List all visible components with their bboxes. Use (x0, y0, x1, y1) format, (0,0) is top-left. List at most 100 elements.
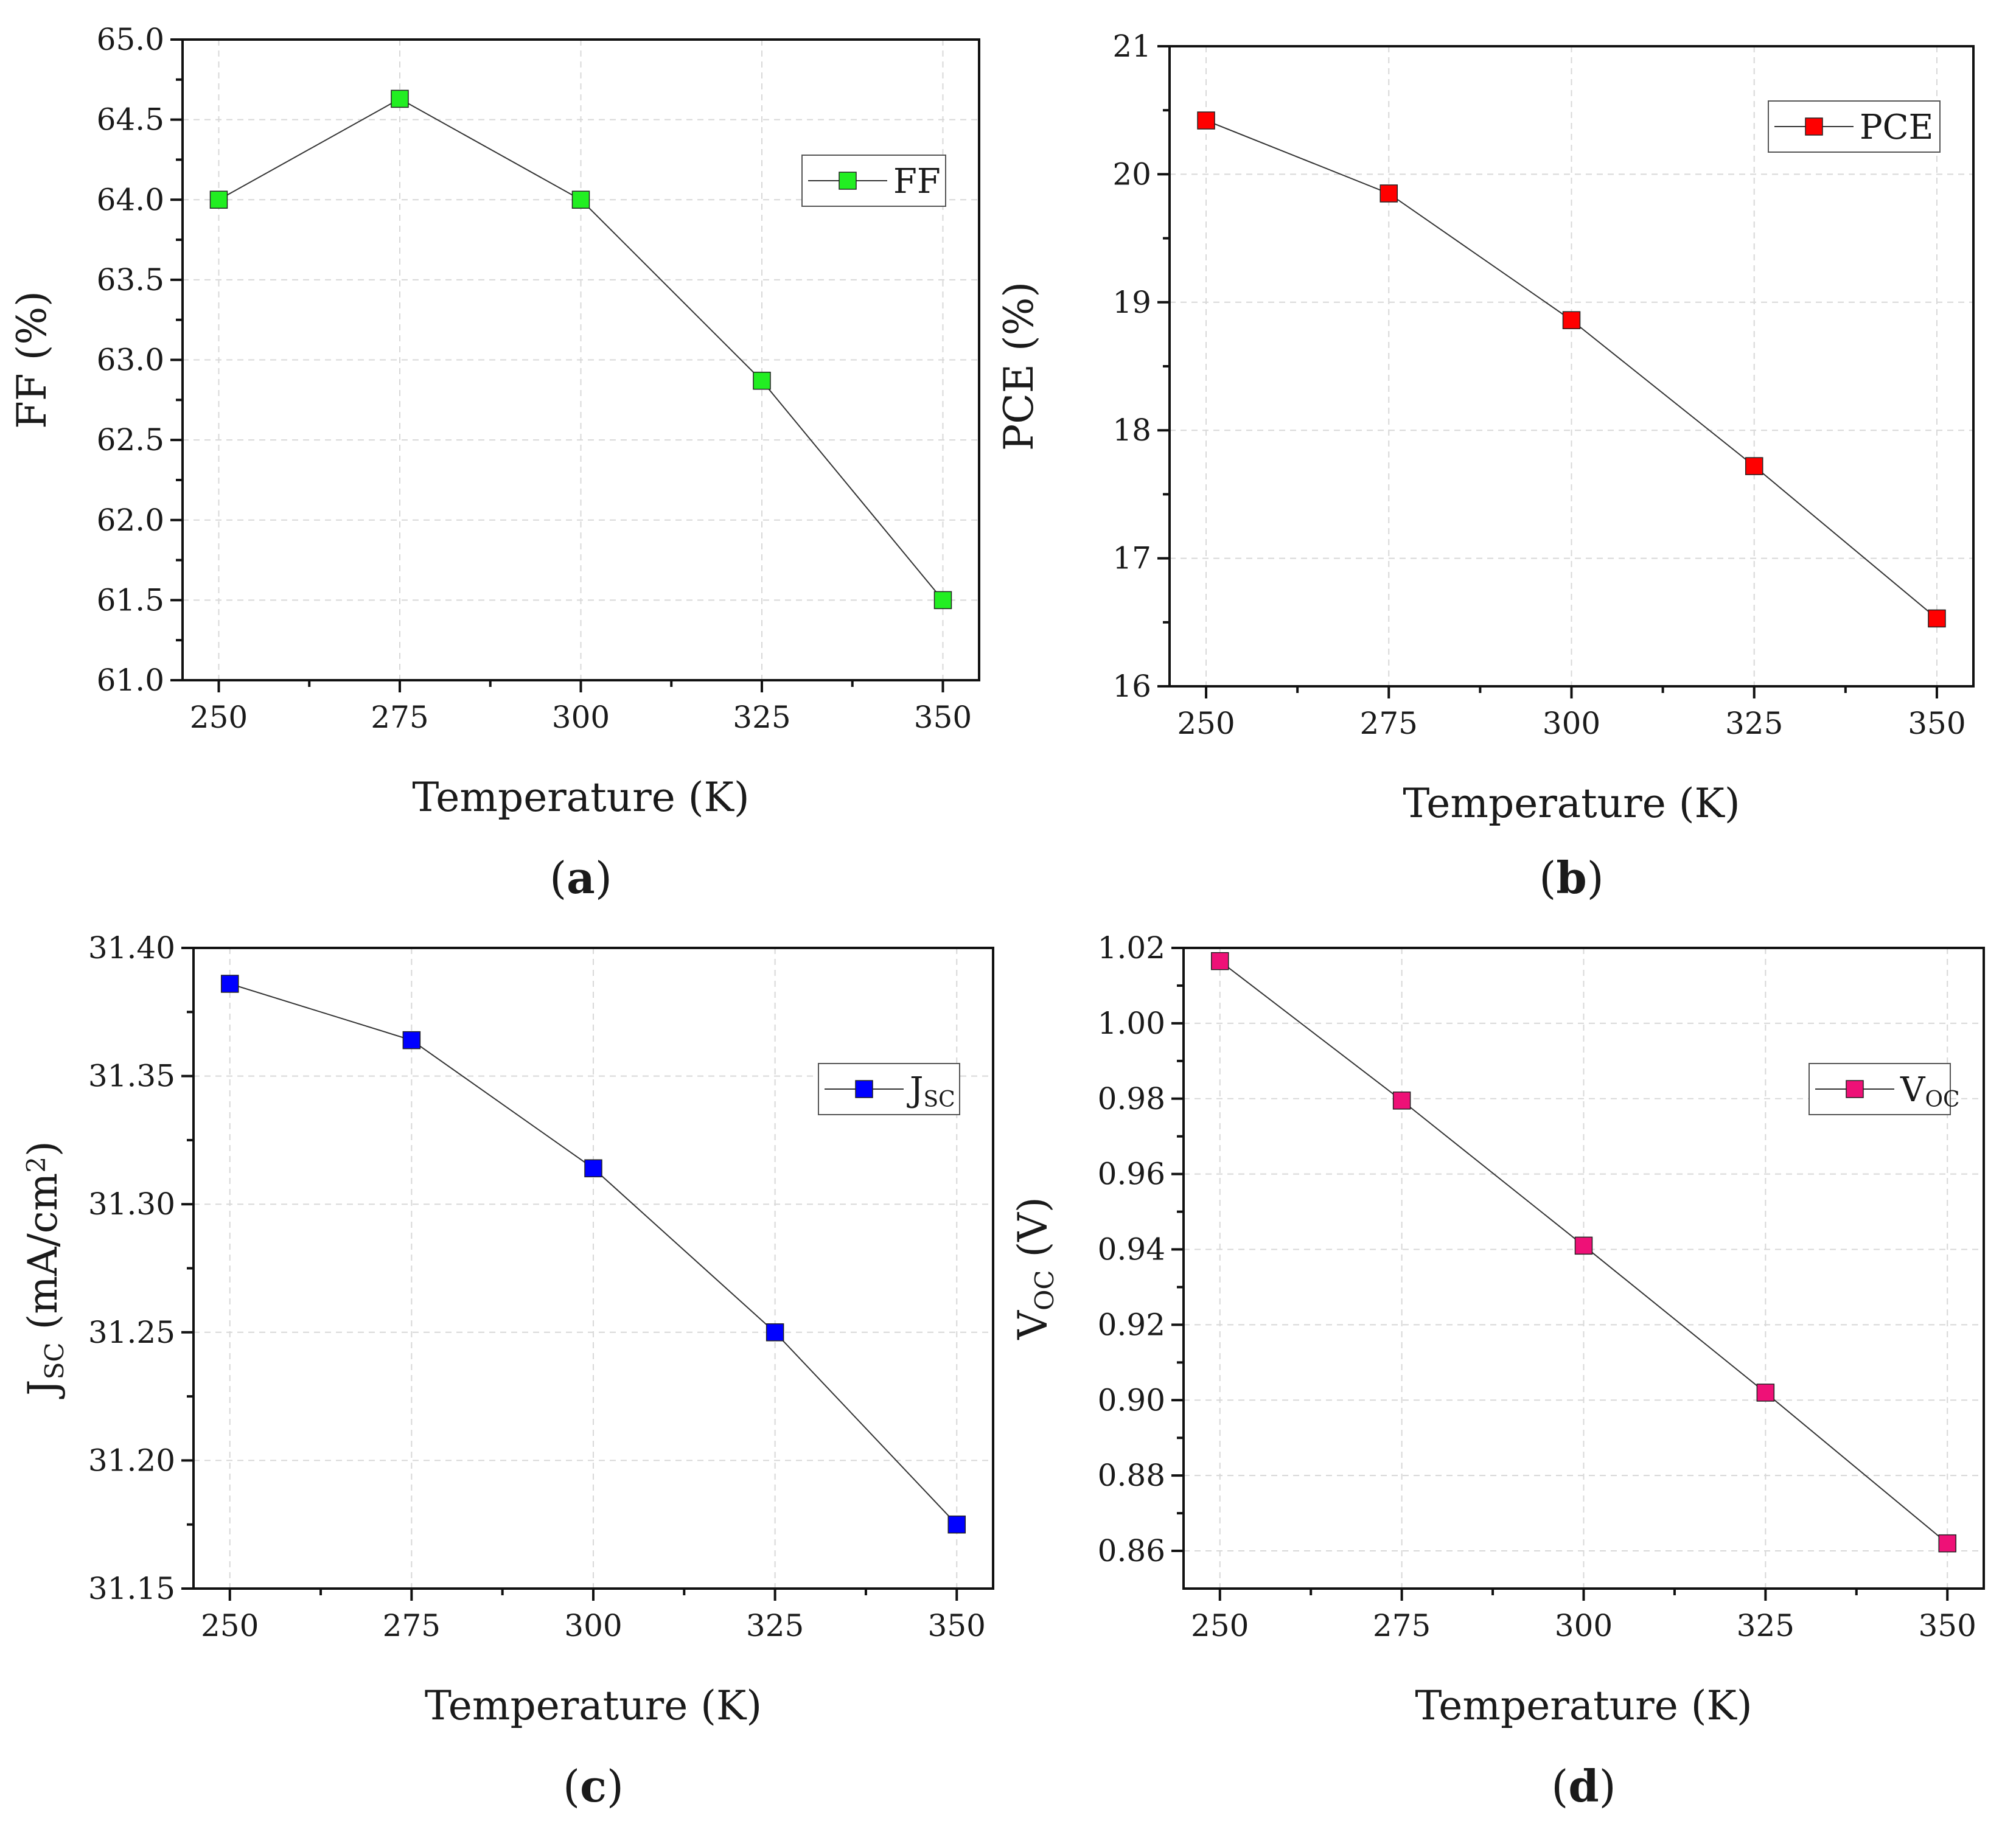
y-tick-label: 61.0 (97, 663, 164, 698)
legend: JSC (818, 1063, 960, 1115)
data-point (1574, 1236, 1593, 1255)
y-tick-label: 0.98 (1098, 1081, 1165, 1116)
legend-marker (1805, 117, 1823, 136)
y-axis-title: FF (%) (9, 291, 55, 429)
panel-label: (c) (563, 1760, 624, 1812)
x-tick-label: 250 (1177, 706, 1235, 741)
y-tick-label: 61.5 (97, 582, 164, 618)
data-point (1756, 1384, 1775, 1402)
chart-panel-c: 250 275 300 325 350 31.15 31.20 31.25 31.30 31.35… (19, 930, 994, 1812)
y-tick-label: 64.5 (97, 102, 164, 138)
x-tick-label: 275 (383, 1608, 441, 1643)
x-axis-title: Temperature (K) (412, 774, 749, 821)
y-axis-title: JSC (mA/cm2) (19, 1141, 69, 1399)
legend-label: VOC (1900, 1070, 1960, 1112)
y-title-sub: SC (40, 1342, 69, 1379)
x-axis-title: Temperature (K) (425, 1682, 762, 1729)
panel-letter: c (580, 1760, 607, 1812)
data-point (391, 89, 409, 108)
x-tick-label: 300 (1555, 1608, 1613, 1643)
panel-letter: d (1568, 1760, 1599, 1812)
x-tick-label: 250 (1191, 1608, 1249, 1643)
y-tick-label: 65.0 (97, 22, 164, 57)
y-tick-label: 0.96 (1098, 1157, 1165, 1192)
chart-panel-d: 250 275 300 325 350 0.86 0.88 0.90 0.92 0.94 0.96 0… (1010, 930, 1985, 1812)
data-point (1197, 111, 1215, 130)
y-tick-label: 31.35 (88, 1059, 175, 1094)
y-tick-label: 21 (1112, 29, 1151, 64)
x-tick-label: 300 (1543, 706, 1600, 741)
panel-label: (d) (1551, 1760, 1616, 1812)
legend-marker (839, 172, 857, 190)
y-tick-label: 0.90 (1098, 1382, 1165, 1418)
legend-label-main: J (907, 1070, 923, 1110)
y-tick-label: 64.0 (97, 182, 164, 217)
x-tick-label: 250 (201, 1608, 259, 1643)
y-tick-label: 63.5 (97, 262, 164, 298)
legend-label-sub: SC (923, 1087, 955, 1112)
x-tick-label: 300 (552, 700, 610, 735)
y-title-rest: (mA/cm (19, 1173, 66, 1343)
panel-label: (a) (549, 852, 612, 904)
legend: PCE (1768, 100, 1941, 153)
y-tick-label: 31.25 (88, 1315, 175, 1350)
x-tick-label: 350 (928, 1608, 986, 1643)
x-tick-label: 275 (371, 700, 428, 735)
x-tick-label: 325 (733, 700, 790, 735)
y-tick-label: 63.0 (97, 343, 164, 378)
y-tick-label: 1.00 (1098, 1006, 1165, 1041)
y-title-main: J (19, 1379, 66, 1399)
x-tick-label: 350 (1908, 706, 1965, 741)
x-tick-label: 350 (914, 700, 972, 735)
y-tick-label: 1.02 (1098, 930, 1165, 966)
y-axis-title: VOC (V) (1010, 1197, 1059, 1340)
y-tick-label: 31.40 (88, 930, 175, 966)
y-tick-label: 17 (1112, 541, 1151, 576)
x-tick-label: 300 (564, 1608, 622, 1643)
data-point (571, 190, 590, 209)
x-tick-label: 250 (190, 700, 248, 735)
y-title-main: V (1010, 1310, 1056, 1340)
y-tick-label: 0.88 (1098, 1458, 1165, 1493)
y-tick-label: 31.30 (88, 1186, 175, 1222)
legend-label: PCE (1860, 108, 1933, 147)
y-tick-label: 18 (1112, 413, 1151, 448)
data-point (753, 371, 771, 390)
data-point (1379, 184, 1398, 203)
x-tick-label: 275 (1360, 706, 1418, 741)
data-point (1392, 1092, 1411, 1110)
x-tick-label: 325 (1737, 1608, 1795, 1643)
legend-label-main: PCE (1860, 108, 1933, 147)
data-point (1938, 1534, 1956, 1553)
y-tick-label: 31.15 (88, 1571, 175, 1606)
y-tick-label: 20 (1112, 156, 1151, 192)
data-point (220, 975, 239, 993)
legend-label: JSC (907, 1070, 955, 1112)
data-point (402, 1031, 421, 1050)
legend-label-main: V (1900, 1070, 1926, 1110)
data-point (1745, 457, 1763, 475)
y-title-main: FF (%) (9, 291, 55, 429)
y-tick-label: 62.0 (97, 503, 164, 538)
legend: FF (801, 155, 946, 207)
data-point (1928, 609, 1946, 628)
y-tick-label: 0.94 (1098, 1232, 1165, 1267)
panel-letter: a (567, 852, 595, 904)
legend: VOC (1808, 1063, 1960, 1115)
legend-label-main: FF (893, 162, 941, 201)
y-tick-label: 31.20 (88, 1443, 175, 1478)
chart-panel-b: 250 275 300 325 350 16 17 18 19 20 21 Temperature (… (996, 29, 1975, 904)
x-tick-label: 325 (746, 1608, 804, 1643)
legend-label: FF (893, 162, 941, 201)
data-point (1562, 311, 1581, 330)
y-title-end: ) (19, 1141, 66, 1157)
data-point (209, 190, 228, 209)
data-point (766, 1323, 784, 1342)
panel-letter: b (1556, 852, 1586, 904)
x-tick-label: 275 (1373, 1608, 1431, 1643)
y-title-rest: (V) (1010, 1197, 1056, 1270)
x-tick-label: 350 (1919, 1608, 1976, 1643)
legend-marker (855, 1080, 873, 1098)
data-point (584, 1159, 602, 1177)
x-axis-title: Temperature (K) (1403, 780, 1740, 827)
